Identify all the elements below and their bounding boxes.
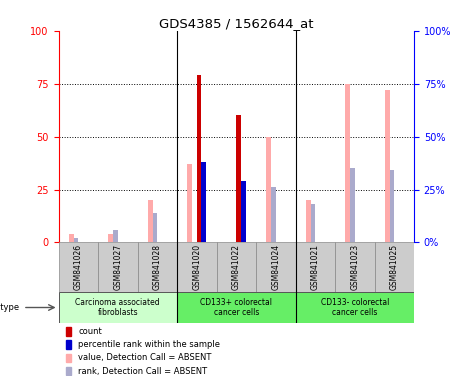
Bar (374, 242, 414, 291)
Bar (138, 242, 177, 291)
Bar (113, 230, 118, 242)
Text: GSM841020: GSM841020 (192, 244, 201, 290)
Text: GSM841026: GSM841026 (74, 244, 83, 290)
Title: GDS4385 / 1562644_at: GDS4385 / 1562644_at (159, 17, 314, 30)
Text: GSM841021: GSM841021 (311, 244, 320, 290)
Bar (216, 242, 256, 291)
Bar (385, 90, 390, 242)
Bar (66, 354, 71, 362)
Text: cell type: cell type (0, 303, 19, 312)
Bar (98, 242, 138, 291)
Bar (73, 238, 78, 242)
Bar (197, 75, 202, 242)
Text: GSM841028: GSM841028 (153, 244, 162, 290)
Text: CD133- colorectal
cancer cells: CD133- colorectal cancer cells (320, 298, 389, 317)
Bar (256, 242, 296, 291)
Bar (58, 291, 177, 323)
Bar (177, 291, 296, 323)
Bar (296, 291, 414, 323)
Text: Carcinoma associated
fibroblasts: Carcinoma associated fibroblasts (76, 298, 160, 317)
Text: count: count (78, 327, 102, 336)
Text: value, Detection Call = ABSENT: value, Detection Call = ABSENT (78, 353, 212, 362)
Bar (66, 367, 71, 375)
Bar (66, 340, 71, 349)
Bar (296, 242, 335, 291)
Bar (345, 84, 350, 242)
Text: percentile rank within the sample: percentile rank within the sample (78, 340, 220, 349)
Bar (202, 162, 206, 242)
Bar (187, 164, 192, 242)
Bar (69, 234, 73, 242)
Bar (236, 116, 241, 242)
Bar (306, 200, 310, 242)
Bar (241, 181, 246, 242)
Bar (335, 242, 374, 291)
Bar (390, 170, 394, 242)
Bar (108, 234, 113, 242)
Text: CD133+ colorectal
cancer cells: CD133+ colorectal cancer cells (200, 298, 272, 317)
Bar (66, 327, 71, 336)
Text: GSM841024: GSM841024 (271, 244, 280, 290)
Text: GSM841022: GSM841022 (232, 244, 241, 290)
Bar (310, 204, 315, 242)
Text: rank, Detection Call = ABSENT: rank, Detection Call = ABSENT (78, 366, 207, 376)
Bar (153, 213, 157, 242)
Text: GSM841025: GSM841025 (390, 244, 399, 290)
Bar (58, 242, 98, 291)
Bar (350, 168, 355, 242)
Bar (177, 242, 216, 291)
Bar (271, 187, 276, 242)
Bar (266, 137, 271, 242)
Text: GSM841023: GSM841023 (350, 244, 359, 290)
Bar (148, 200, 153, 242)
Text: GSM841027: GSM841027 (113, 244, 122, 290)
